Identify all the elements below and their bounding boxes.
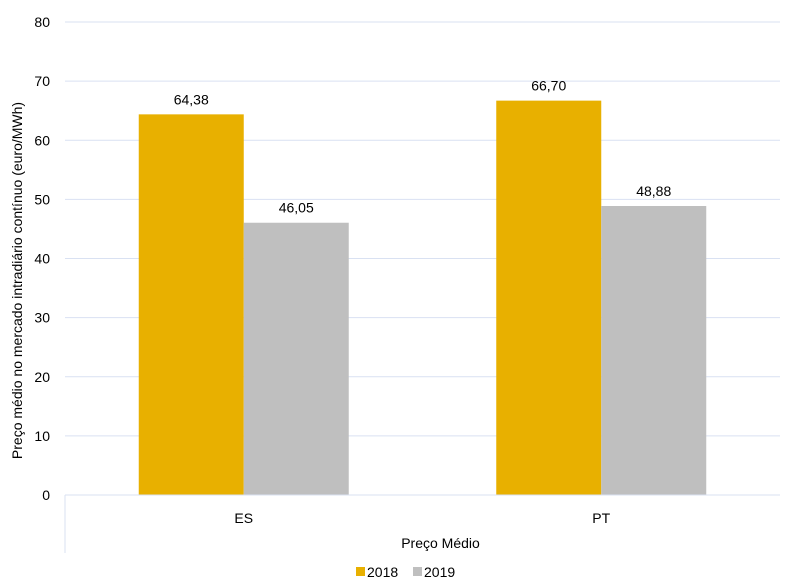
x-tick-ES: ES xyxy=(234,510,253,526)
data-label-PT-2019: 48,88 xyxy=(636,183,671,199)
y-tick-60: 60 xyxy=(34,132,50,148)
data-labels: 64,38 46,05 66,70 48,88 xyxy=(174,78,672,216)
x-tick-PT: PT xyxy=(592,510,610,526)
data-label-ES-2019: 46,05 xyxy=(279,200,314,216)
y-tick-labels: 0 10 20 30 40 50 60 70 80 xyxy=(34,14,50,503)
x-tick-labels: ES PT xyxy=(234,510,610,526)
bar-ES-2018 xyxy=(138,114,244,496)
y-tick-10: 10 xyxy=(34,428,50,444)
data-label-ES-2018: 64,38 xyxy=(174,91,209,107)
bar-PT-2018 xyxy=(496,100,602,495)
legend: 2018 2019 xyxy=(356,564,455,580)
y-tick-70: 70 xyxy=(34,73,50,89)
y-tick-40: 40 xyxy=(34,251,50,267)
legend-swatch-2018 xyxy=(356,567,365,576)
legend-label-2019: 2019 xyxy=(424,564,455,580)
bar-PT-2019 xyxy=(601,205,707,495)
data-label-PT-2018: 66,70 xyxy=(531,78,566,94)
x-axis-title: Preço Médio xyxy=(401,535,480,551)
y-tick-20: 20 xyxy=(34,369,50,385)
y-axis-title: Preço médio no mercado intradiário contí… xyxy=(9,102,25,459)
legend-swatch-2019 xyxy=(413,567,422,576)
bar-ES-2019 xyxy=(243,222,349,495)
y-tick-0: 0 xyxy=(42,487,50,503)
bars xyxy=(138,100,707,496)
legend-label-2018: 2018 xyxy=(367,564,398,580)
y-tick-50: 50 xyxy=(34,191,50,207)
y-tick-30: 30 xyxy=(34,310,50,326)
y-tick-80: 80 xyxy=(34,14,50,30)
